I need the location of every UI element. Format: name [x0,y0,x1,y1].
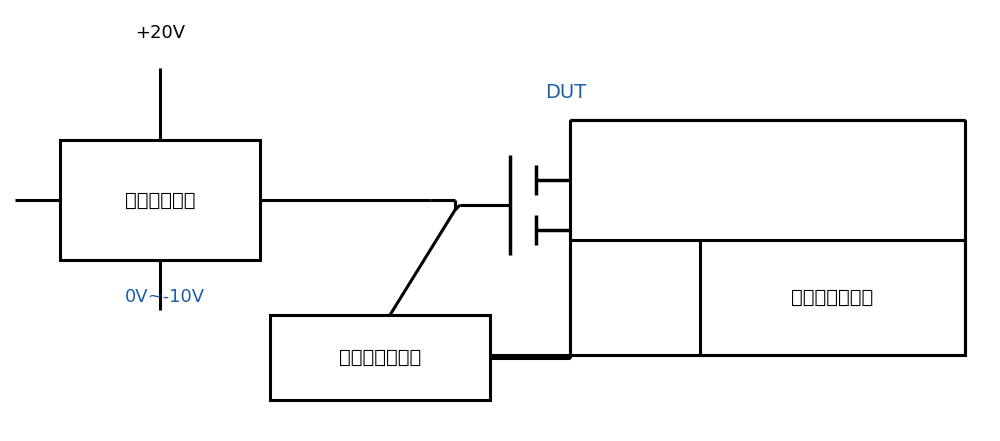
Text: 0V~-10V: 0V~-10V [125,288,205,306]
Bar [700,240,965,355]
Text: 第一驱动电路: 第一驱动电路 [125,191,195,209]
Bar [60,140,260,260]
Text: +20V: +20V [135,24,185,42]
Text: 第一高精度源表: 第一高精度源表 [791,288,874,307]
Text: 第二高精度源表: 第二高精度源表 [339,348,421,367]
Bar [270,315,490,400]
Text: DUT: DUT [545,83,586,102]
